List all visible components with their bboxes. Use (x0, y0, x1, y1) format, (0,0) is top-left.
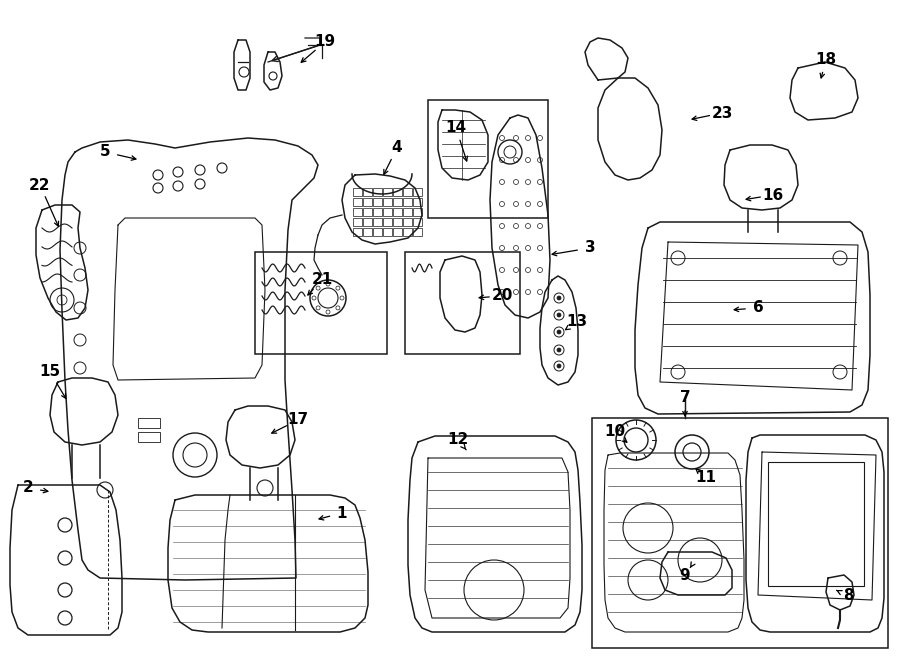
Bar (393, 198, 402, 206)
Bar (363, 208, 372, 216)
Text: 2: 2 (22, 481, 33, 496)
Bar (353, 228, 362, 236)
Bar (405, 252, 520, 354)
Bar (353, 208, 362, 216)
Circle shape (557, 296, 561, 300)
Text: 19: 19 (314, 34, 336, 50)
Bar (383, 218, 392, 226)
Text: 13: 13 (566, 315, 588, 329)
Text: 10: 10 (605, 424, 626, 440)
Text: 1: 1 (337, 506, 347, 520)
Text: 18: 18 (815, 52, 837, 67)
Text: 20: 20 (491, 288, 513, 303)
Bar (138, 432, 160, 442)
Text: 7: 7 (680, 391, 690, 405)
Bar (403, 198, 412, 206)
Text: 22: 22 (29, 178, 50, 192)
Text: 14: 14 (446, 120, 466, 136)
Text: 12: 12 (447, 432, 469, 447)
Bar (373, 198, 382, 206)
Bar (138, 418, 160, 428)
Text: 9: 9 (680, 568, 690, 584)
Bar (353, 188, 362, 196)
Circle shape (557, 330, 561, 334)
Bar (403, 208, 412, 216)
Bar (373, 208, 382, 216)
Bar (403, 188, 412, 196)
Bar (353, 218, 362, 226)
Bar (413, 228, 422, 236)
Bar (383, 188, 392, 196)
Bar (363, 228, 372, 236)
Bar (403, 218, 412, 226)
Bar (383, 198, 392, 206)
Bar (393, 188, 402, 196)
Circle shape (557, 364, 561, 368)
Bar (363, 188, 372, 196)
Bar (363, 198, 372, 206)
Bar (383, 228, 392, 236)
Bar (373, 188, 382, 196)
Bar (403, 228, 412, 236)
Bar (393, 208, 402, 216)
Text: 15: 15 (40, 364, 60, 379)
Bar (255, 252, 387, 354)
Bar (428, 100, 548, 218)
Text: 23: 23 (711, 106, 733, 120)
Text: 5: 5 (100, 145, 111, 159)
Bar (413, 188, 422, 196)
Bar (413, 218, 422, 226)
Circle shape (557, 313, 561, 317)
Bar (393, 228, 402, 236)
Circle shape (557, 348, 561, 352)
Bar (413, 208, 422, 216)
Text: 4: 4 (392, 141, 402, 155)
Text: 11: 11 (696, 471, 716, 485)
Text: 21: 21 (311, 272, 333, 288)
Bar (393, 218, 402, 226)
Bar (373, 228, 382, 236)
Bar (383, 208, 392, 216)
Bar (373, 218, 382, 226)
Text: 6: 6 (752, 301, 763, 315)
Bar (413, 198, 422, 206)
Bar (363, 218, 372, 226)
Text: 17: 17 (287, 412, 309, 428)
Bar (592, 418, 888, 648)
Bar (353, 198, 362, 206)
Text: 16: 16 (762, 188, 784, 202)
Text: 8: 8 (842, 588, 853, 603)
Text: 3: 3 (585, 241, 595, 256)
Bar (768, 462, 864, 586)
